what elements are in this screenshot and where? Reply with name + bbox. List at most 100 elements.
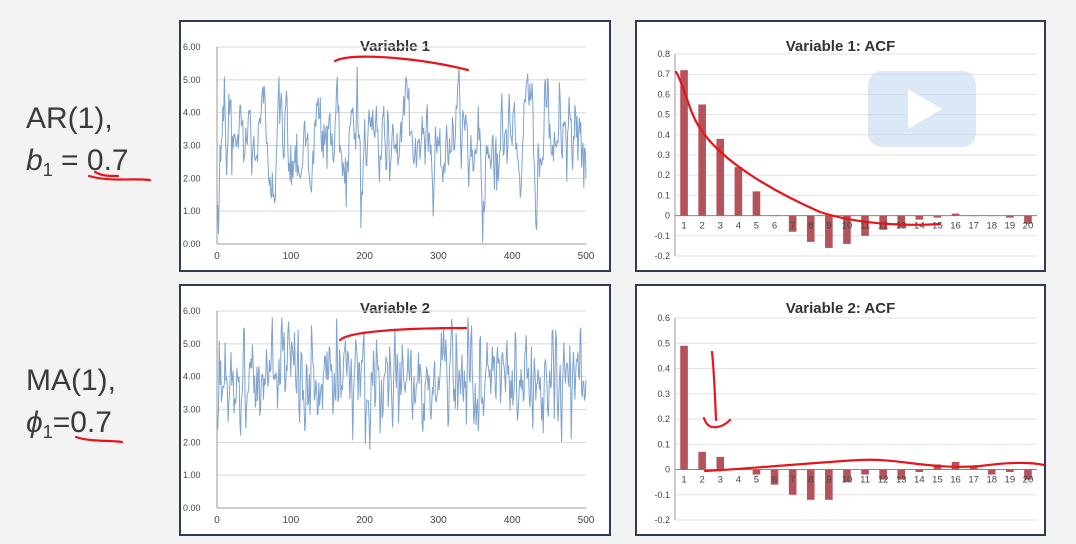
row-label-ma1: MA(1), ϕ1=0.7 — [26, 360, 116, 453]
bar — [915, 215, 924, 220]
bar — [680, 70, 688, 216]
bar — [843, 215, 851, 244]
y-tick-label: 0.4 — [657, 130, 670, 140]
x-tick-label: 4 — [736, 475, 741, 486]
y-tick-label: 1.00 — [183, 206, 201, 216]
y-tick-label: 0.5 — [657, 338, 670, 348]
x-tick-label: 13 — [896, 475, 907, 486]
y-tick-label: 0.2 — [657, 170, 670, 180]
bar-chart-variable1-acf: 0.80.70.60.50.40.30.20.10-0.1-0.21 2 3 4 5 6 7… — [654, 49, 1037, 261]
bar — [969, 466, 978, 470]
bar — [734, 469, 743, 470]
bar — [1024, 215, 1032, 224]
bar — [969, 215, 978, 217]
y-tick-label: 0.2 — [657, 414, 670, 424]
y-tick-label: 0.5 — [657, 110, 670, 120]
bar — [933, 215, 942, 218]
param-symbol-b: b — [26, 144, 43, 177]
y-tick-label: 2.00 — [183, 437, 201, 447]
bar — [987, 215, 996, 217]
x-tick-label: 4 — [736, 221, 741, 232]
bar — [716, 138, 725, 216]
chart-panel-variable1: Variable 1 0.00 1.00 2.00 3.00 4.00 5.00 6.00 0… — [179, 20, 611, 272]
y-tick-label: 0.1 — [657, 439, 670, 449]
x-tick-label: 20 — [1023, 221, 1034, 232]
y-tick-label: 0.8 — [657, 49, 670, 59]
x-tick-label: 11 — [860, 475, 870, 486]
x-tick-label: 2 — [700, 221, 705, 232]
x-tick-label: 1 — [681, 475, 686, 486]
x-tick-label: 3 — [718, 221, 723, 232]
y-tick-label: 5.00 — [183, 75, 201, 85]
x-tick-label: 500 — [578, 515, 595, 526]
chart-title: Variable 2: ACF — [785, 300, 896, 317]
line-chart-variable1: 0.00 1.00 2.00 3.00 4.00 5.00 6.00 0 100 200 300 40… — [183, 42, 595, 262]
x-tick-label: 400 — [504, 251, 521, 262]
x-tick-label: 300 — [430, 251, 447, 262]
bar — [752, 191, 761, 216]
x-tick-label: 10 — [842, 221, 853, 232]
x-tick-label: 19 — [1005, 475, 1016, 486]
y-tick-label: 0.00 — [183, 503, 201, 513]
y-tick-label: 0 — [665, 211, 670, 221]
x-tick-label: 12 — [878, 221, 889, 232]
bar — [951, 213, 960, 216]
x-tick-label: 8 — [808, 475, 813, 486]
y-tick-label: 0.4 — [657, 364, 670, 374]
x-tick-label: 14 — [914, 221, 925, 232]
x-tick-label: 7 — [790, 475, 795, 486]
param-equals: = — [52, 144, 87, 177]
bar — [1024, 469, 1032, 480]
x-tick-label: 11 — [860, 221, 870, 232]
x-tick-label: 500 — [578, 251, 595, 262]
param-value-ar1: 0.7 — [86, 144, 129, 177]
y-tick-label: 2.00 — [183, 173, 201, 183]
y-tick-label: 0.3 — [657, 389, 670, 399]
x-tick-label: 6 — [772, 221, 777, 232]
param-equals: = — [52, 406, 71, 439]
bar — [915, 469, 924, 473]
bar — [788, 469, 797, 495]
param-ar1: b1 = 0.7 — [26, 140, 129, 191]
bar — [770, 469, 779, 485]
row-label-ar1: AR(1), b1 = 0.7 — [26, 98, 129, 191]
y-tick-label: -0.1 — [654, 231, 670, 241]
play-icon — [908, 89, 942, 129]
bar — [951, 461, 960, 470]
y-tick-label: 3.00 — [183, 405, 201, 415]
y-tick-label: 0.6 — [657, 313, 670, 323]
chart-panel-variable2-acf: Variable 2: ACF 0.6 0.5 0.4 0.3 0.2 0.1 0 -0.1 -… — [635, 284, 1046, 536]
bar — [716, 456, 725, 470]
model-name-ar1: AR(1), — [26, 102, 113, 135]
x-tick-label: 17 — [968, 221, 979, 232]
x-tick-label: 15 — [932, 221, 943, 232]
y-tick-label: 5.00 — [183, 339, 201, 349]
y-tick-label: -0.1 — [654, 490, 670, 500]
x-tick-label: 400 — [504, 515, 521, 526]
x-tick-label: 3 — [718, 475, 723, 486]
y-tick-label: 0 — [665, 465, 670, 475]
chart-panel-variable2: Variable 2 0.00 1.00 2.00 3.00 4.00 5.00 6.00 0… — [179, 284, 611, 536]
bar — [698, 451, 706, 470]
x-tick-label: 16 — [950, 221, 961, 232]
y-tick-label: 0.6 — [657, 89, 670, 99]
x-tick-label: 200 — [356, 251, 373, 262]
param-value-ma1: 0.7 — [70, 406, 112, 439]
video-play-button[interactable] — [868, 71, 976, 147]
x-tick-label: 1 — [681, 221, 686, 232]
bar — [734, 167, 743, 216]
param-ma1: ϕ1=0.7 — [26, 402, 116, 453]
y-tick-label: 1.00 — [183, 470, 201, 480]
bar — [806, 215, 815, 242]
x-tick-label: 17 — [968, 475, 979, 486]
bar — [698, 104, 706, 216]
bar — [1006, 215, 1014, 218]
param-symbol-phi: ϕ — [26, 406, 43, 439]
y-tick-label: -0.2 — [654, 251, 670, 261]
bar — [806, 469, 815, 500]
chart-title: Variable 1: ACF — [785, 38, 896, 55]
series-line — [217, 66, 587, 243]
x-tick-label: 18 — [986, 475, 997, 486]
x-tick-label: 300 — [430, 515, 447, 526]
x-tick-label: 5 — [754, 221, 759, 232]
